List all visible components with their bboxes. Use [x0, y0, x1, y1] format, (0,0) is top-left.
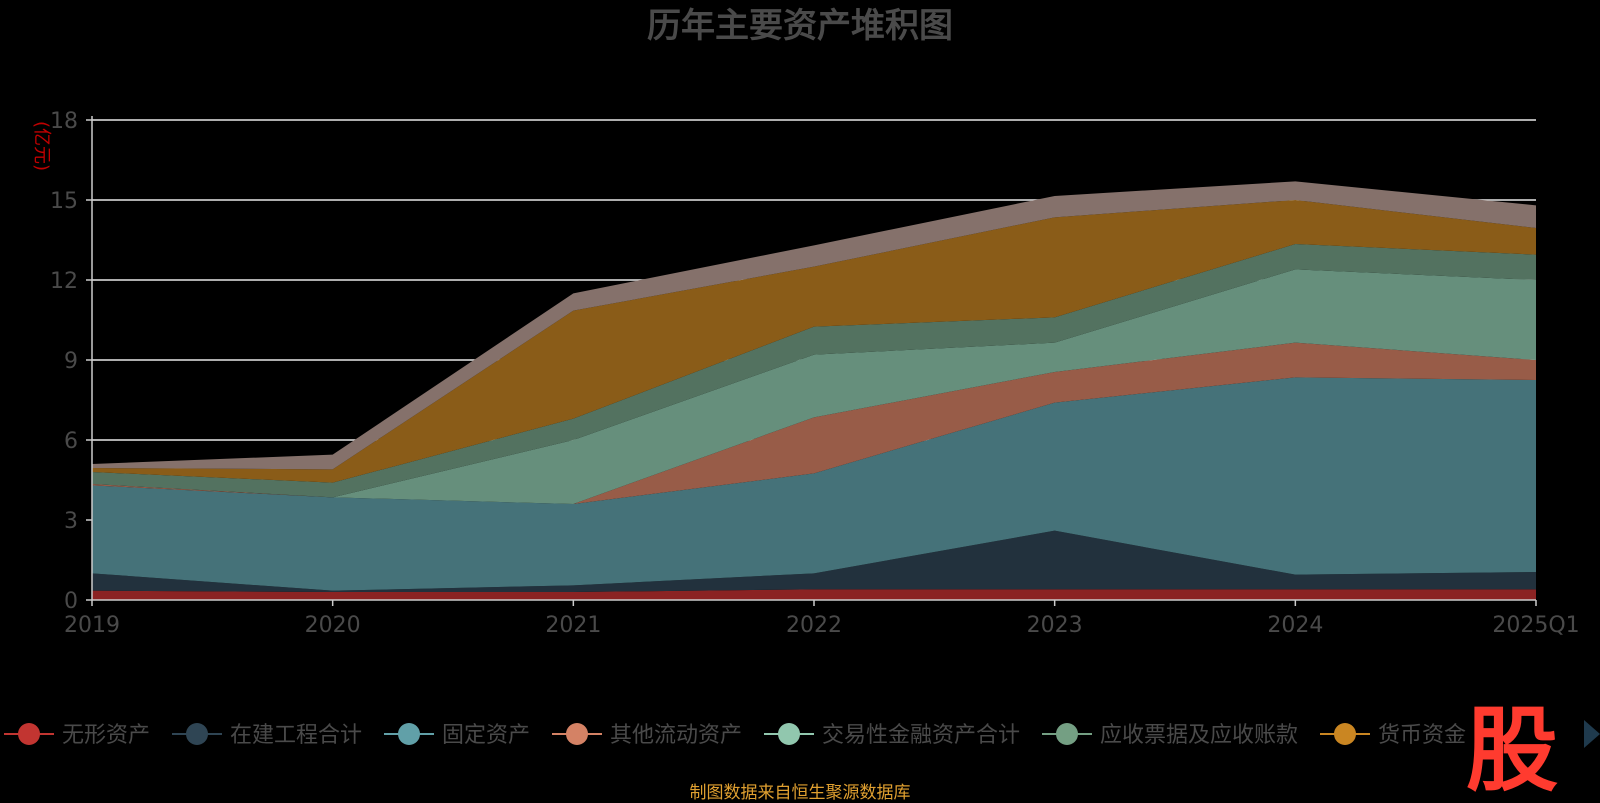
x-tick-label: 2020: [305, 613, 361, 638]
series-area: [92, 200, 1536, 483]
series-area: [92, 269, 1536, 504]
watermark-logo: 股: [1466, 697, 1558, 800]
data-source-note: 制图数据来自恒生聚源数据库: [689, 783, 911, 803]
y-tick-label: 12: [50, 269, 78, 294]
y-tick-label: 15: [50, 189, 78, 214]
y-tick-label: 0: [64, 589, 78, 614]
legend-marker-icon: [566, 723, 588, 745]
legend[interactable]: 无形资产 在建工程合计 固定资产 其他流动资产 交易性金融资产合计 应收票据及应收账款 货币…: [4, 723, 1466, 748]
legend-marker-icon: [186, 723, 208, 745]
legend-label: 固定资产: [442, 723, 530, 748]
x-tick-label: 2025Q1: [1492, 613, 1579, 638]
chart-title: 历年主要资产堆积图: [647, 6, 953, 46]
legend-label: 货币资金: [1378, 723, 1466, 748]
legend-marker-icon: [18, 723, 40, 745]
legend-marker-icon: [1056, 723, 1078, 745]
legend-label: 应收票据及应收账款: [1100, 723, 1298, 748]
series-areas: [92, 181, 1536, 600]
legend-label: 其他流动资产: [610, 723, 742, 748]
x-tick-label: 2019: [64, 613, 120, 638]
x-tick-label: 2023: [1027, 613, 1083, 638]
legend-item[interactable]: 其他流动资产: [552, 723, 742, 748]
legend-item[interactable]: 交易性金融资产合计: [764, 723, 1020, 748]
legend-marker-icon: [398, 723, 420, 745]
series-area: [92, 244, 1536, 498]
legend-label: 交易性金融资产合计: [822, 723, 1020, 748]
series-area: [92, 181, 1536, 470]
y-tick-label: 9: [64, 349, 78, 374]
x-tick-label: 2024: [1267, 613, 1323, 638]
series-area: [92, 342, 1536, 504]
legend-item[interactable]: 在建工程合计: [172, 723, 362, 748]
axes: 0 3 6 9 12 15 18 2019 2020 2021 2022 2023 2024 2025Q1: [50, 109, 1580, 638]
x-tick-label: 2022: [786, 613, 842, 638]
y-tick-label: 3: [64, 509, 78, 534]
legend-item[interactable]: 货币资金: [1320, 723, 1466, 748]
legend-item[interactable]: 应收票据及应收账款: [1042, 723, 1298, 748]
chevron-right-icon[interactable]: [1584, 720, 1600, 748]
legend-label: 无形资产: [62, 723, 150, 748]
series-area: [92, 377, 1536, 591]
y-tick-label: 18: [50, 109, 78, 134]
legend-item[interactable]: 固定资产: [384, 723, 530, 748]
legend-next-page-button[interactable]: [1584, 720, 1600, 748]
series-area: [92, 530, 1536, 592]
legend-item[interactable]: 无形资产: [4, 723, 150, 748]
legend-marker-icon: [1334, 723, 1356, 745]
legend-label: 在建工程合计: [230, 723, 362, 748]
legend-marker-icon: [778, 723, 800, 745]
x-tick-label: 2021: [545, 613, 601, 638]
y-tick-label: 6: [64, 429, 78, 454]
y-axis-unit-label: (亿元): [31, 121, 52, 171]
